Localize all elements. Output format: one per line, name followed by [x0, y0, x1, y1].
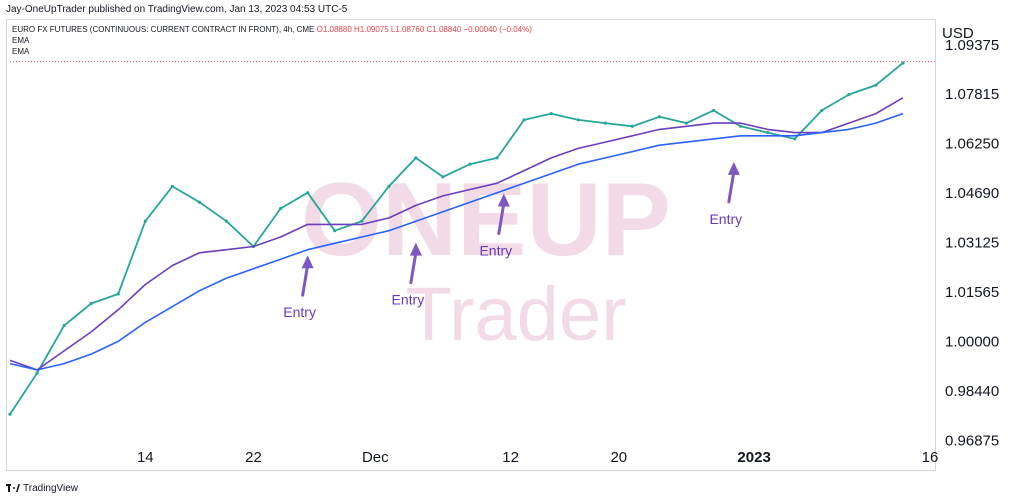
- y-tick-label: 0.96875: [945, 432, 999, 449]
- y-tick-label: 1.04690: [945, 185, 999, 202]
- price-point: [738, 124, 743, 128]
- price-line: [9, 62, 904, 415]
- price-point: [143, 219, 147, 223]
- y-tick-label: 1.00000: [945, 333, 999, 350]
- price-point: [224, 219, 229, 223]
- y-tick-label: 1.09375: [945, 37, 999, 54]
- y-tick-label: 1.07815: [945, 86, 999, 103]
- price-point: [116, 292, 120, 296]
- price-point: [197, 200, 202, 204]
- price-point: [62, 324, 66, 328]
- entry-label: Entry: [283, 304, 316, 320]
- x-tick-label: 12: [502, 449, 519, 466]
- price-point: [766, 130, 770, 135]
- price-point: [8, 412, 12, 416]
- y-tick-label: 1.01565: [945, 284, 999, 301]
- y-tick-label: 1.03125: [945, 235, 999, 252]
- watermark-trader: Trader: [405, 272, 626, 357]
- entry-arrow-head: [497, 193, 510, 207]
- x-tick-label: 16: [922, 449, 939, 466]
- price-point: [35, 371, 39, 375]
- price-point: [549, 112, 553, 116]
- entry-arrow-shaft: [727, 170, 736, 204]
- price-point: [333, 229, 337, 233]
- price-point: [387, 184, 391, 188]
- x-tick-label: 20: [610, 449, 627, 466]
- entry-annotation: Entry: [392, 242, 425, 308]
- price-point: [495, 156, 499, 160]
- price-point: [793, 137, 797, 141]
- currency-label: USD: [942, 25, 974, 42]
- price-point: [603, 121, 607, 125]
- watermark-oneup: ONEUP: [301, 162, 671, 278]
- entry-annotation: Entry: [479, 193, 512, 259]
- entry-annotation: Entry: [709, 161, 742, 227]
- entry-arrow-head: [409, 242, 422, 256]
- ema-fast-line: [9, 112, 904, 371]
- entry-label: Entry: [709, 211, 742, 227]
- ema-legend-2: EMA: [12, 47, 30, 56]
- y-tick-label: 0.98440: [945, 383, 999, 400]
- symbol-info: EURO FX FUTURES (CONTINUOUS: CURRENT CON…: [12, 24, 532, 57]
- x-tick-label: Dec: [362, 449, 389, 466]
- tradingview-logo-icon: [6, 484, 20, 493]
- entry-arrow-head: [727, 161, 740, 175]
- price-point: [711, 108, 716, 113]
- y-tick-label: 1.06250: [945, 136, 999, 153]
- x-tick-label: 14: [137, 449, 154, 466]
- ema-slow-line: [9, 97, 904, 371]
- chart-frame: [6, 19, 936, 471]
- price-point: [901, 61, 905, 65]
- ohlc-values: O1.08880 H1.09075 L1.08760 C1.08840 −0.0…: [316, 25, 532, 34]
- price-point: [468, 162, 472, 166]
- price-point: [630, 124, 634, 128]
- price-point: [657, 115, 662, 119]
- symbol-title: EURO FX FUTURES (CONTINUOUS: CURRENT CON…: [12, 25, 532, 34]
- price-point: [847, 93, 851, 97]
- price-point: [360, 219, 364, 223]
- price-point: [278, 206, 283, 211]
- price-point: [684, 121, 689, 125]
- price-point: [576, 118, 580, 122]
- price-point: [414, 156, 418, 160]
- tradingview-brand: TradingView: [23, 483, 79, 494]
- entry-arrow-shaft: [497, 202, 506, 236]
- entry-arrow-shaft: [409, 251, 418, 285]
- entry-label: Entry: [479, 243, 512, 259]
- price-point: [170, 184, 174, 188]
- entry-arrow-head: [301, 255, 314, 269]
- entry-annotation: Entry: [283, 255, 316, 320]
- price-point: [820, 108, 824, 113]
- entry-label: Entry: [392, 292, 425, 308]
- price-point: [874, 83, 878, 87]
- price-point: [306, 191, 310, 195]
- ema-legend-1: EMA: [12, 36, 30, 45]
- price-point: [89, 301, 93, 306]
- price-point: [441, 175, 445, 179]
- x-tick-label: 2023: [737, 449, 770, 466]
- publisher-line: Jay-OneUpTrader published on TradingView…: [6, 4, 348, 15]
- x-tick-label: 22: [245, 449, 262, 466]
- entry-arrow-shaft: [301, 263, 310, 297]
- tradingview-footer: TradingView: [6, 483, 78, 494]
- price-point: [522, 118, 526, 122]
